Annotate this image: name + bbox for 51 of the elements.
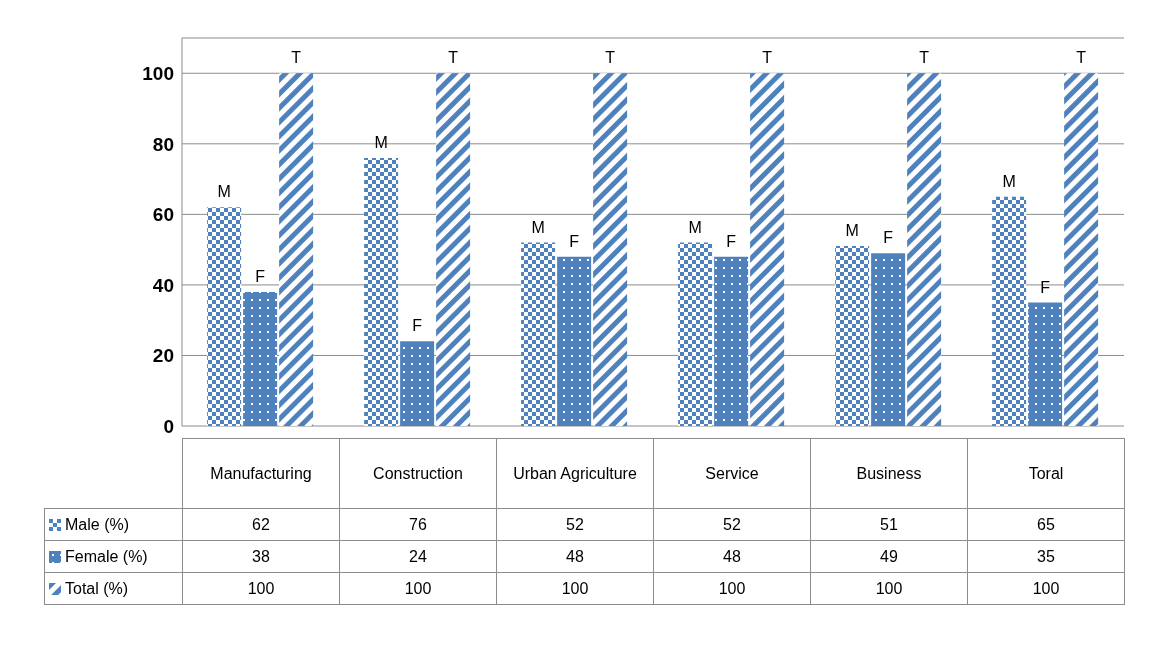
x-tick-label: Business	[810, 438, 968, 509]
annotation: F	[1040, 278, 1051, 296]
annotation: F	[883, 229, 894, 247]
data-label: 76	[339, 508, 497, 541]
data-label: 48	[653, 540, 811, 573]
data-label: 52	[496, 508, 654, 541]
data-label: 100	[967, 572, 1125, 605]
annotation: M	[217, 183, 231, 201]
data-label: 24	[339, 540, 497, 573]
x-tick-label: Urban Agriculture	[496, 438, 654, 509]
y-tick-label: 80	[152, 133, 174, 155]
y-tick-label: 0	[163, 415, 174, 437]
annotation: M	[531, 218, 545, 236]
annotation: T	[762, 49, 773, 67]
annotation: M	[374, 133, 388, 151]
y-tick-label: 20	[152, 345, 174, 367]
x-tick-label: Toral	[967, 438, 1125, 509]
annotation: F	[255, 267, 266, 285]
annotation: M	[1002, 172, 1016, 190]
data-label: 100	[810, 572, 968, 605]
x-tick-label: Service	[653, 438, 811, 509]
data-label: 62	[182, 508, 340, 541]
annotation: T	[1076, 49, 1087, 67]
y-tick-label: 40	[152, 274, 174, 296]
y-tick-label: 100	[142, 63, 174, 85]
x-tick-label: Construction	[339, 438, 497, 509]
annotation: F	[726, 232, 737, 250]
legend-label: Female (%)	[44, 540, 183, 573]
annotation: T	[919, 49, 930, 67]
data-label: 100	[182, 572, 340, 605]
annotation: T	[291, 49, 302, 67]
annotation: M	[845, 222, 859, 240]
x-tick-label: Manufacturing	[182, 438, 340, 509]
data-label: 51	[810, 508, 968, 541]
annotation: M	[688, 218, 702, 236]
data-label: 100	[653, 572, 811, 605]
annotation: T	[605, 49, 616, 67]
annotation: F	[412, 317, 423, 335]
data-label: 49	[810, 540, 968, 573]
data-label: 52	[653, 508, 811, 541]
legend-label: Total (%)	[44, 572, 183, 605]
data-label: 100	[339, 572, 497, 605]
annotation: T	[448, 49, 459, 67]
data-label: 35	[967, 540, 1125, 573]
data-label: 100	[496, 572, 654, 605]
data-label: 38	[182, 540, 340, 573]
y-tick-label: 60	[152, 204, 174, 226]
data-label: 65	[967, 508, 1125, 541]
data-label: 48	[496, 540, 654, 573]
legend-label: Male (%)	[44, 508, 183, 541]
annotation: F	[569, 232, 580, 250]
